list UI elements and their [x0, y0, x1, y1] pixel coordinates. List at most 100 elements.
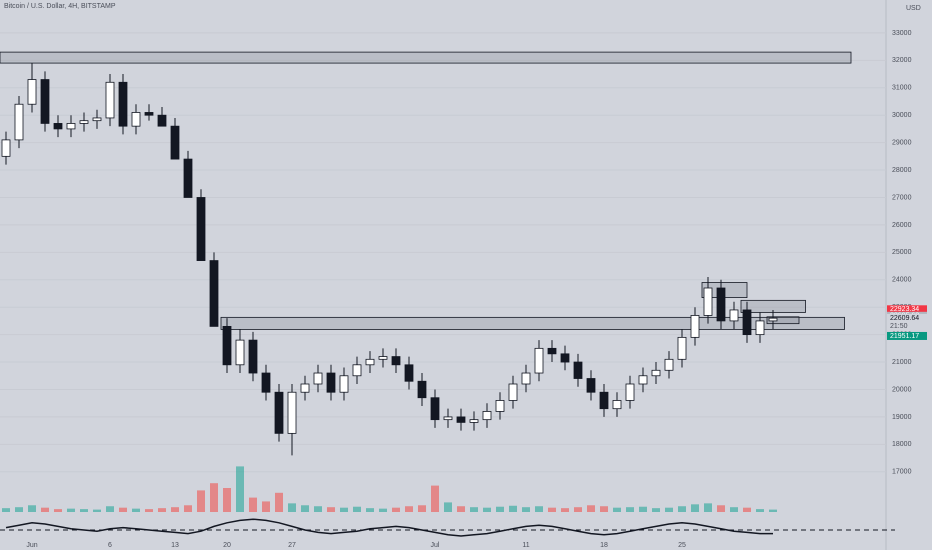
volume-bar: [613, 507, 621, 512]
candle-body: [664, 358, 674, 371]
volume-bar: [119, 507, 127, 512]
volume-bar: [535, 506, 543, 512]
volume-bar: [223, 488, 231, 512]
volume-bar: [574, 507, 582, 512]
candle-body: [326, 372, 336, 393]
y-tick-label: 20000: [892, 386, 912, 393]
candle-body: [677, 336, 687, 360]
candle-body: [560, 353, 570, 363]
candle-body: [79, 120, 89, 124]
countdown: 21:50: [890, 323, 908, 330]
candle-body: [183, 158, 193, 198]
price-marker: [887, 313, 927, 322]
candle-body: [599, 391, 609, 410]
volume-bar: [457, 506, 465, 512]
volume-bar: [366, 508, 374, 512]
candle-body: [274, 391, 284, 434]
candle-body: [534, 347, 544, 374]
y-tick-label: 21000: [892, 359, 912, 366]
x-tick-label: 13: [171, 542, 179, 549]
zone: [220, 316, 845, 330]
candle-body: [1, 139, 11, 157]
zone: [0, 51, 852, 64]
candle-body: [443, 416, 453, 421]
candle-body: [92, 117, 102, 122]
volume-bar: [652, 508, 660, 512]
volume-bar: [678, 506, 686, 512]
volume-bar: [548, 507, 556, 512]
volume-bar: [28, 505, 36, 512]
volume-bar: [236, 466, 244, 512]
volume-bar: [379, 508, 387, 512]
chart-title: Bitcoin / U.S. Dollar, 4H, BITSTAMP: [4, 3, 116, 10]
volume-bar: [769, 509, 777, 512]
x-tick-label: 27: [288, 542, 296, 549]
candle-body: [300, 383, 310, 393]
y-tick-label: 18000: [892, 441, 912, 448]
volume-bar: [197, 490, 205, 512]
volume-bar: [93, 509, 101, 512]
x-tick-label: 20: [223, 542, 231, 549]
candle-body: [521, 372, 531, 385]
candle-body: [651, 369, 661, 377]
candle-body: [690, 315, 700, 338]
candle-body: [612, 400, 622, 410]
candle-body: [261, 372, 271, 393]
candle-body: [495, 400, 505, 412]
candle-body: [768, 317, 778, 322]
y-tick-label: 33000: [892, 30, 912, 37]
volume-bar: [704, 503, 712, 512]
y-tick-label: 27000: [892, 194, 912, 201]
candle-body: [482, 411, 492, 421]
candle-body: [508, 383, 518, 401]
candle-body: [66, 123, 76, 130]
y-tick-label: 24000: [892, 277, 912, 284]
volume-bar: [353, 506, 361, 512]
candle-body: [573, 361, 583, 379]
y-tick-label: 32000: [892, 57, 912, 64]
candle-body: [625, 383, 635, 401]
candle-body: [196, 197, 206, 261]
candle-body: [27, 79, 37, 105]
candle-body: [40, 79, 50, 124]
volume-bar: [418, 505, 426, 512]
candle-body: [287, 391, 297, 434]
y-tick-label: 28000: [892, 167, 912, 174]
candle-body: [209, 260, 219, 327]
price-marker-label: 22923.34: [890, 306, 919, 313]
volume-bar: [431, 485, 439, 512]
candle-body: [248, 339, 258, 374]
candle-body: [222, 325, 232, 366]
y-tick-label: 25000: [892, 249, 912, 256]
price-marker: [887, 331, 927, 340]
y-tick-label: 30000: [892, 112, 912, 119]
volume-bar: [587, 505, 595, 512]
volume-bar: [665, 507, 673, 512]
volume-bar: [756, 509, 764, 512]
volume-bar: [2, 508, 10, 512]
candle-body: [365, 358, 375, 366]
candle-body: [638, 375, 648, 385]
volume-bar: [444, 502, 452, 512]
volume-bar: [717, 505, 725, 512]
volume-bar: [275, 492, 283, 512]
volume-bar: [743, 507, 751, 512]
candle-body: [352, 364, 362, 377]
volume-bar: [106, 506, 114, 512]
x-tick-label: Jun: [26, 542, 37, 549]
volume-bar: [67, 508, 75, 512]
volume-bar: [314, 506, 322, 512]
volume-bar: [522, 507, 530, 512]
x-tick-label: 18: [600, 542, 608, 549]
volume-bar: [288, 503, 296, 512]
candle-body: [14, 103, 24, 141]
volume-bar: [301, 505, 309, 512]
y-tick-label: 31000: [892, 85, 912, 92]
x-tick-label: 25: [678, 542, 686, 549]
volume-bar: [132, 508, 140, 512]
volume-bar: [41, 507, 49, 512]
candle-body: [404, 364, 414, 382]
y-tick-label: 19000: [892, 414, 912, 421]
candle-body: [716, 287, 726, 322]
